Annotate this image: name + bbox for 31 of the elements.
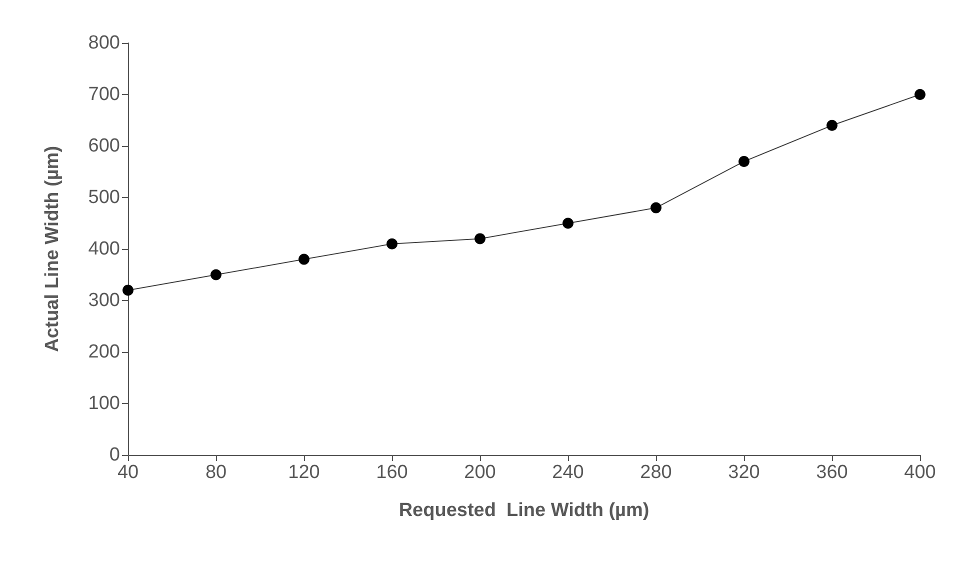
y-tick-label: 600 [88,136,120,156]
point [474,233,486,244]
x-axis-title: Requested Line Width (µm) [398,500,650,521]
y-tick-label: 100 [88,393,120,414]
point [650,202,662,214]
x-tick-label: 400 [904,462,936,483]
x-tick-label: 160 [376,462,408,483]
y-tick-label: 700 [88,84,120,105]
x-tick-label: 80 [205,462,227,483]
point [210,269,222,280]
point [826,120,838,131]
y-tick-label: 300 [88,290,120,311]
y-axis-title: Actual Line Width (µm) [42,146,63,352]
x-tick-label: 200 [464,462,496,483]
x-tick-label: 240 [552,462,584,483]
y-tick-label: 800 [88,32,120,54]
y-tick-label: 400 [88,238,120,260]
x-tick-label: 360 [816,462,848,483]
point [562,218,574,229]
x-tick-label: 320 [728,462,760,483]
y-tick-label: 0 [109,444,120,466]
x-tick-label: 280 [640,462,672,483]
point [386,238,398,250]
y-tick-label: 500 [88,187,120,208]
y-tick-label: 200 [88,342,120,362]
x-tick-label: 120 [288,462,320,483]
point [122,284,134,296]
point [298,254,310,265]
x-tick-label: 40 [117,462,139,483]
point [738,156,750,167]
point [914,89,926,100]
